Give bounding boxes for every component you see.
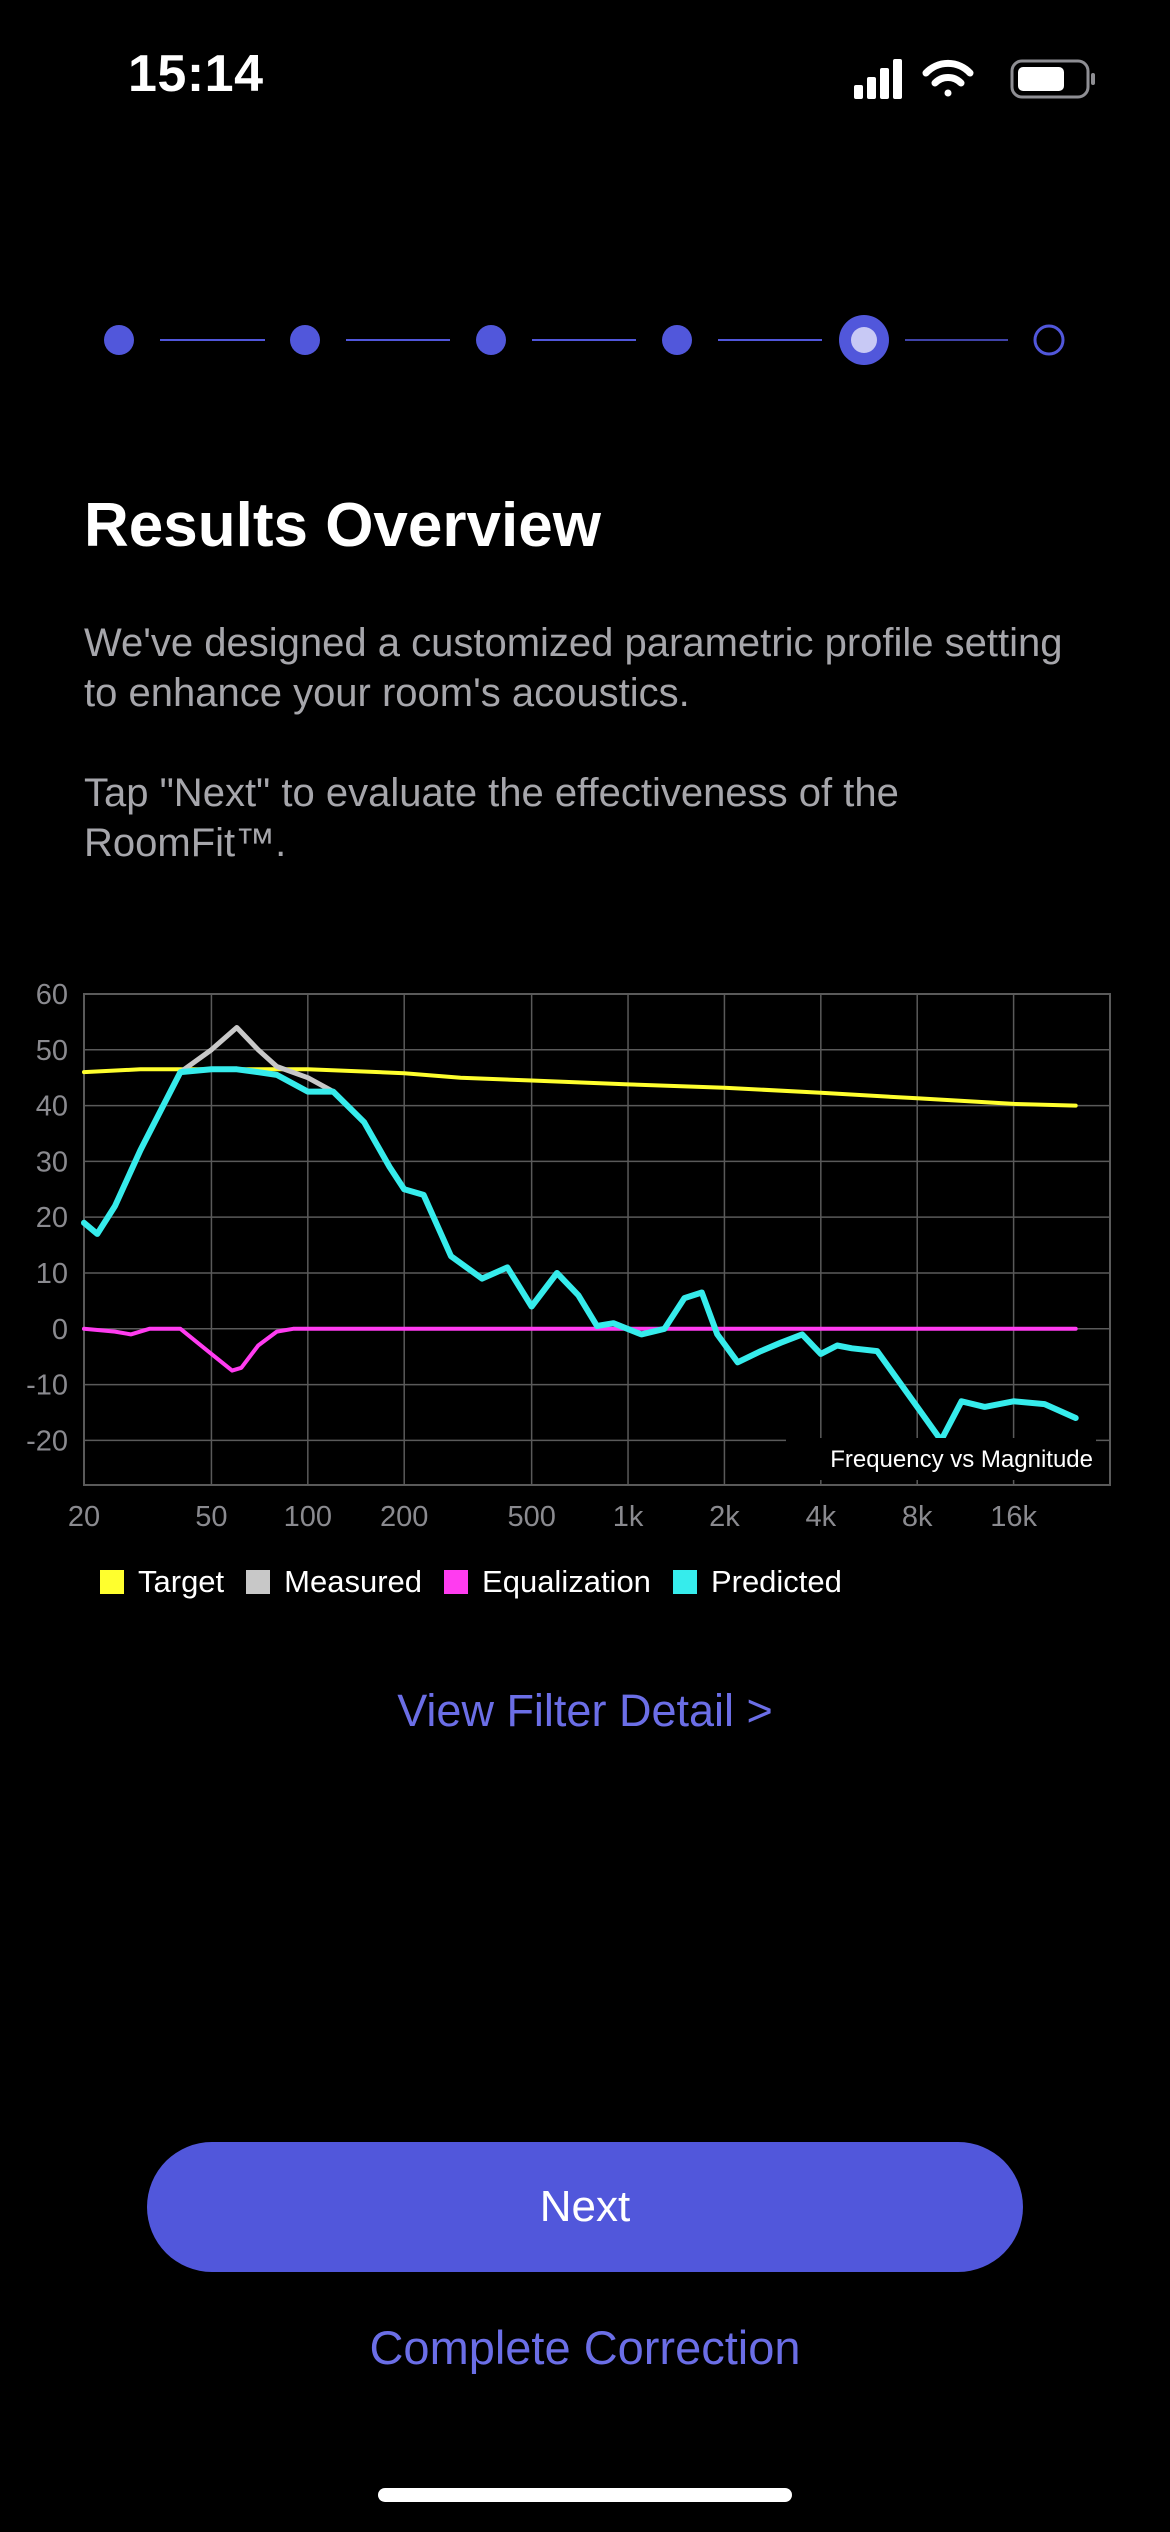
step-dot-completed bbox=[104, 325, 134, 355]
page-title: Results Overview bbox=[84, 491, 601, 560]
cellular-signal-icon bbox=[854, 59, 902, 99]
x-tick-label: 100 bbox=[284, 1501, 332, 1533]
series-line-predicted bbox=[81, 1066, 1079, 1444]
next-button[interactable]: Next bbox=[147, 2142, 1023, 2272]
x-tick-label: 200 bbox=[380, 1501, 428, 1533]
legend-swatch bbox=[672, 1570, 697, 1594]
x-tick-label: 20 bbox=[68, 1501, 100, 1533]
y-tick-label: -20 bbox=[26, 1425, 68, 1457]
x-tick-label: 4k bbox=[805, 1501, 836, 1533]
home-indicator bbox=[378, 2488, 792, 2502]
x-tick-label: 500 bbox=[507, 1501, 555, 1533]
step-dot-current-inner bbox=[851, 327, 877, 353]
legend-label: Equalization bbox=[482, 1564, 651, 1599]
x-tick-label: 50 bbox=[195, 1501, 227, 1533]
annotation-background bbox=[786, 1438, 1096, 1480]
legend-item-equalization: Equalization bbox=[444, 1564, 651, 1600]
legend-item-target: Target bbox=[100, 1564, 224, 1600]
step-dot-completed bbox=[290, 325, 320, 355]
step-dot-completed bbox=[662, 325, 692, 355]
battery-icon bbox=[1010, 59, 1095, 99]
status-bar: 15:14 bbox=[0, 0, 1170, 150]
description-text: We've designed a customized parametric p… bbox=[84, 621, 1063, 715]
view-filter-detail-link[interactable]: View Filter Detail > bbox=[397, 1685, 773, 1736]
legend-label: Target bbox=[138, 1564, 225, 1599]
chart-legend: Target Measured Equalization Predicted bbox=[100, 1562, 842, 1602]
step-dot-upcoming bbox=[1033, 324, 1065, 356]
frequency-response-chart: 60 50 40 30 20 10 0 -10 -20 20 50 100 200 500 1k 2k 4k 8k… bbox=[0, 970, 1170, 1540]
series-line-measured bbox=[81, 1025, 1079, 1443]
status-time: 15:14 bbox=[128, 45, 264, 103]
y-tick-label: 50 bbox=[36, 1035, 68, 1067]
y-tick-label: 10 bbox=[36, 1258, 68, 1290]
legend-item-predicted: Predicted bbox=[672, 1564, 842, 1600]
legend-item-measured: Measured bbox=[246, 1564, 422, 1600]
step-dot-completed bbox=[476, 325, 506, 355]
chart-annotation: Frequency vs Magnitude bbox=[830, 1446, 1093, 1473]
status-icons bbox=[854, 59, 1095, 99]
wifi-icon bbox=[922, 59, 974, 97]
y-tick-label: 40 bbox=[36, 1091, 68, 1123]
y-tick-label: 0 bbox=[52, 1314, 68, 1346]
legend-swatch bbox=[444, 1570, 469, 1594]
complete-correction-link[interactable]: Complete Correction bbox=[369, 2321, 801, 2374]
y-tick-label: -10 bbox=[26, 1370, 68, 1402]
legend-label: Measured bbox=[284, 1564, 423, 1599]
series-line-equalization bbox=[82, 1326, 1078, 1373]
legend-swatch bbox=[100, 1570, 124, 1594]
progress-stepper bbox=[104, 315, 1065, 365]
chart-series bbox=[81, 1025, 1079, 1444]
x-tick-label: 16k bbox=[990, 1501, 1037, 1533]
chart-grid bbox=[83, 993, 1111, 1486]
description-instruction: Tap "Next" to evaluate the effectiveness… bbox=[84, 771, 899, 865]
x-tick-label: 1k bbox=[613, 1501, 644, 1533]
y-tick-label: 30 bbox=[36, 1146, 68, 1178]
y-tick-label: 20 bbox=[36, 1202, 68, 1234]
legend-label: Predicted bbox=[710, 1564, 842, 1599]
y-tick-label: 60 bbox=[36, 979, 68, 1011]
x-tick-label: 8k bbox=[902, 1501, 933, 1533]
x-tick-label: 2k bbox=[709, 1501, 740, 1533]
legend-swatch bbox=[246, 1570, 271, 1594]
series-line-target bbox=[82, 1067, 1078, 1108]
